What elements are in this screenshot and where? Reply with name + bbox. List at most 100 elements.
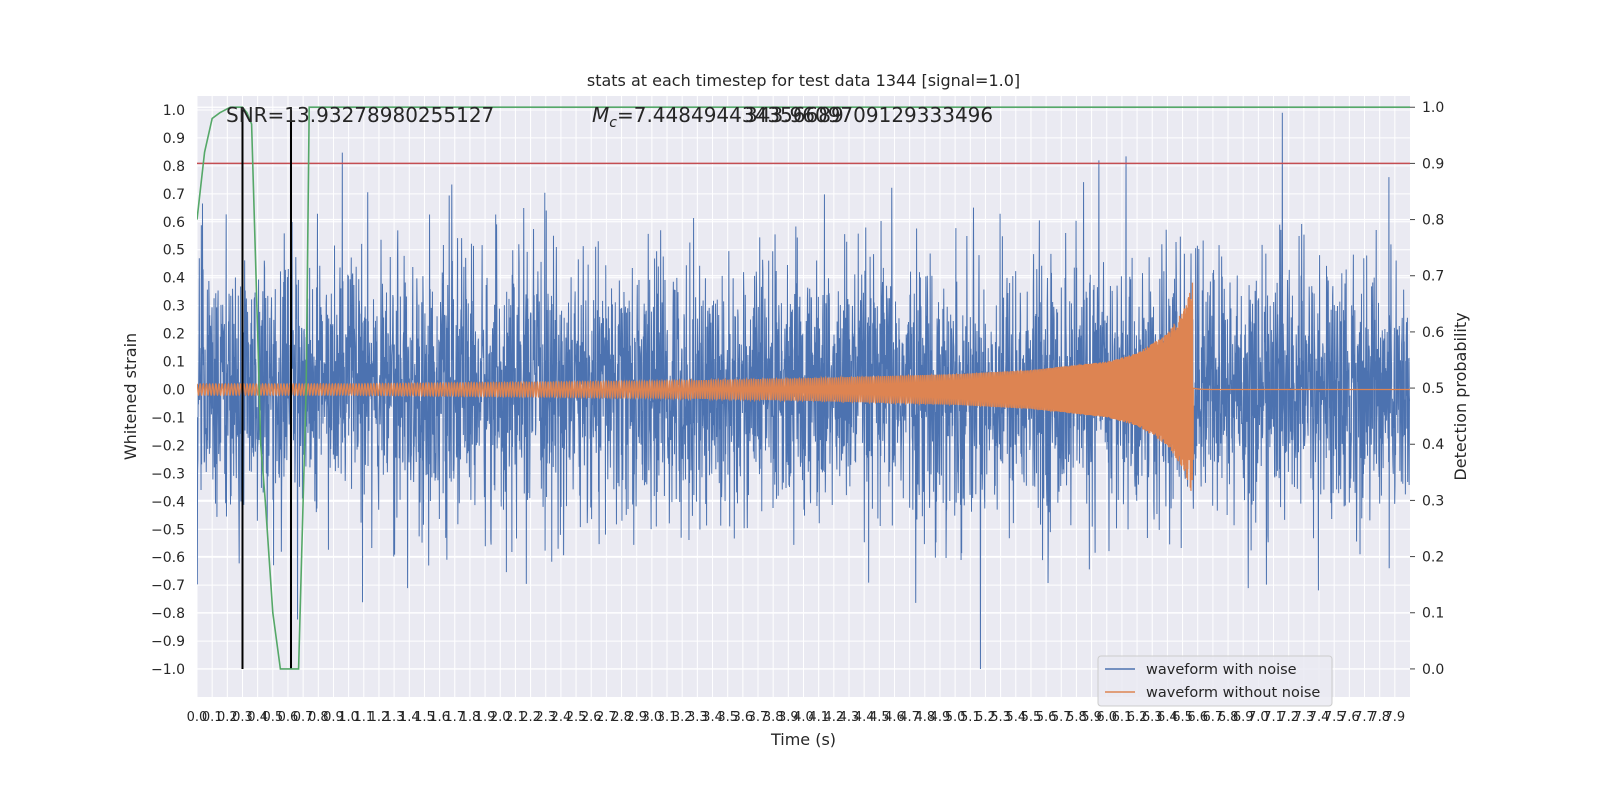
x-tick-label: 5.8 (1066, 710, 1087, 725)
legend-box (1097, 655, 1333, 707)
x-tick-label: 2.5 (566, 710, 587, 725)
y-left-tick-label: −0.3 (151, 466, 185, 482)
y-right-tick-label: 0.7 (1422, 269, 1444, 285)
mc-annotation: Mc=7.448494434356689 (592, 103, 844, 131)
series-waveform-without-noise (197, 282, 1410, 491)
x-tick-label: 6.8 (1218, 710, 1239, 725)
x-tick-label: 4.5 (869, 710, 890, 725)
y-axis-left-label: Whitened strain (121, 333, 140, 460)
x-tick-label: 6.7 (1203, 710, 1224, 725)
y-right-tick-label: 0.9 (1422, 156, 1444, 172)
series-waveform-with-noise (197, 112, 1410, 670)
y-left-tick-label: 0.6 (163, 215, 185, 231)
x-tick-label: 0.4 (247, 710, 268, 725)
x-tick-label: 7.9 (1384, 710, 1405, 725)
x-axis-label: Time (s) (770, 730, 836, 749)
y-left-tick-label: −0.9 (151, 634, 185, 650)
x-tick-label: 6.2 (1127, 710, 1148, 725)
x-tick-label: 2.2 (520, 710, 541, 725)
mc-value: =7.448494434356689 (617, 103, 844, 127)
x-tick-label: 1.3 (384, 710, 405, 725)
y-right-tick-label: 0.3 (1422, 493, 1444, 509)
x-tick-label: 0.3 (232, 710, 253, 725)
x-tick-label: 6.3 (1142, 710, 1163, 725)
x-tick-label: 2.0 (490, 710, 511, 725)
mc-symbol: M (592, 103, 609, 127)
x-tick-label: 1.0 (338, 710, 359, 725)
x-tick-label: 1.2 (369, 710, 390, 725)
x-tick-label: 6.5 (1172, 710, 1193, 725)
x-tick-label: 0.0 (187, 710, 208, 725)
legend-entry-clean: waveform without noise (1146, 685, 1320, 701)
y-left-tick-label: −0.2 (151, 438, 185, 454)
vertical-markers (241, 109, 293, 670)
x-tick-label: 6.6 (1187, 710, 1208, 725)
y-axis-right-label: Detection probability (1451, 312, 1470, 480)
x-tick-label: 3.4 (702, 710, 723, 725)
legend: waveform with noise waveform without noi… (1097, 655, 1333, 707)
y-left-tick-label: −0.4 (151, 494, 185, 510)
x-tick-label: 3.0 (642, 710, 663, 725)
x-tick-label: 7.0 (1248, 710, 1269, 725)
x-tick-label: 1.8 (460, 710, 481, 725)
y-left-tick-label: −1.0 (151, 662, 185, 678)
x-tick-label: 1.1 (353, 710, 374, 725)
mc-subscript: c (609, 115, 617, 131)
x-tick-label: 7.5 (1324, 710, 1345, 725)
y-right-tick-label: 0.0 (1422, 662, 1444, 678)
x-tick-label: 2.8 (611, 710, 632, 725)
snr-annotation: SNR=13.93278980255127 (226, 103, 494, 127)
x-tick-label: 3.8 (763, 710, 784, 725)
chart-title: stats at each timestep for test data 134… (587, 71, 1020, 90)
x-tick-label: 4.0 (793, 710, 814, 725)
x-tick-label: 3.6 (733, 710, 754, 725)
y-left-tick-label: 0.2 (163, 327, 185, 343)
x-tick-label: 4.3 (839, 710, 860, 725)
x-tick-label: 0.2 (217, 710, 238, 725)
x-tick-label: 1.6 (429, 710, 450, 725)
x-tick-label: 4.6 (884, 710, 905, 725)
y-left-tick-label: −0.1 (151, 410, 185, 426)
overlap-annotation: 343.9609709129333496 (745, 103, 993, 127)
x-tick-label: 5.3 (990, 710, 1011, 725)
y-left-tick-label: 0.5 (163, 243, 185, 259)
x-tick-label: 0.1 (202, 710, 223, 725)
x-tick-label: 2.3 (535, 710, 556, 725)
x-tick-label: 0.5 (262, 710, 283, 725)
x-tick-label: 2.9 (626, 710, 647, 725)
x-tick-label: 4.4 (854, 710, 875, 725)
y-left-tick-label: 0.9 (163, 131, 185, 147)
x-tick-label: 1.4 (399, 710, 420, 725)
x-tick-label: 3.3 (687, 710, 708, 725)
y-axis-right: 1.0 0.9 0.8 0.7 0.6 0.5 0.4 0.3 0.2 0.1 0.0 (1410, 100, 1444, 678)
x-tick-label: 3.1 (657, 710, 678, 725)
x-tick-label: 0.7 (293, 710, 314, 725)
x-tick-label: 6.1 (1112, 710, 1133, 725)
x-tick-label: 3.5 (717, 710, 738, 725)
y-left-tick-label: 1.0 (163, 103, 185, 119)
x-tick-label: 7.2 (1278, 710, 1299, 725)
y-left-tick-label: 0.4 (163, 271, 185, 287)
y-left-tick-label: −0.6 (151, 550, 185, 566)
x-tick-label: 7.7 (1354, 710, 1375, 725)
x-tick-label: 0.8 (308, 710, 329, 725)
x-tick-label: 5.9 (1081, 710, 1102, 725)
x-tick-label: 4.9 (930, 710, 951, 725)
x-tick-label: 7.4 (1309, 710, 1330, 725)
x-axis: 0.00.10.20.30.40.50.60.70.80.91.01.11.21… (187, 710, 1406, 725)
x-tick-label: 7.1 (1263, 710, 1284, 725)
y-left-tick-label: 0.3 (163, 299, 185, 315)
x-tick-label: 5.7 (1051, 710, 1072, 725)
y-left-tick-label: −0.7 (151, 578, 185, 594)
x-tick-label: 4.2 (823, 710, 844, 725)
y-right-tick-label: 1.0 (1422, 100, 1444, 116)
x-tick-label: 1.5 (414, 710, 435, 725)
x-tick-label: 7.8 (1369, 710, 1390, 725)
y-right-tick-label: 0.1 (1422, 606, 1444, 622)
series-detection-probability (197, 106, 1410, 670)
x-tick-label: 5.2 (975, 710, 996, 725)
x-tick-label: 7.6 (1339, 710, 1360, 725)
x-tick-label: 5.1 (960, 710, 981, 725)
x-tick-label: 5.5 (1021, 710, 1042, 725)
y-right-tick-label: 0.5 (1422, 381, 1444, 397)
